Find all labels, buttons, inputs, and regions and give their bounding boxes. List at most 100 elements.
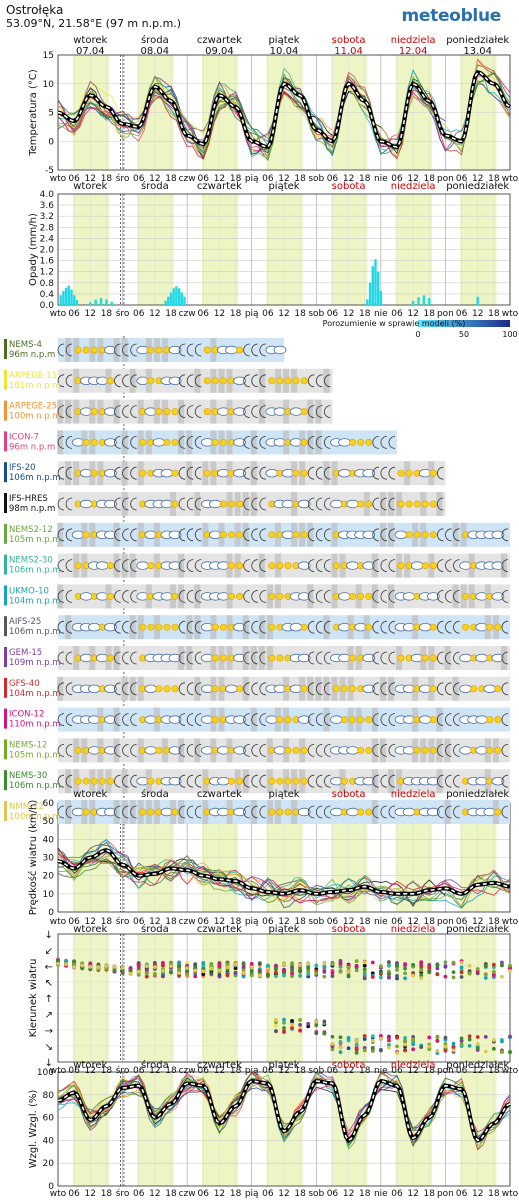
hour-tick-label: 18 xyxy=(230,174,242,184)
moon-icon xyxy=(57,682,65,696)
model-elevation: 105m n.p.m xyxy=(9,750,61,760)
hour-tick-label: 18 xyxy=(488,917,500,927)
cloud-icon xyxy=(346,499,360,509)
direction-point xyxy=(322,1019,327,1024)
sun-icon xyxy=(462,623,470,631)
direction-point xyxy=(193,974,198,979)
moon-icon xyxy=(259,559,266,572)
day-tick-label: pią xyxy=(245,1189,259,1199)
brand-logo[interactable]: meteoblue xyxy=(401,6,501,26)
sun-icon xyxy=(300,469,308,477)
day-date: 09.04 xyxy=(205,46,234,57)
y-tick-label: 50 xyxy=(43,817,55,827)
sun-icon xyxy=(421,654,429,662)
direction-point xyxy=(298,967,303,972)
direction-tick: → xyxy=(45,1026,53,1037)
cloud-shade xyxy=(121,430,128,455)
day-tick-label: wto xyxy=(50,1066,67,1076)
moon-icon xyxy=(259,528,266,542)
y-tick-label: 20 xyxy=(43,1159,55,1169)
moon-icon xyxy=(501,805,509,819)
location-name: Ostrołęka xyxy=(6,3,64,17)
direction-point xyxy=(451,975,456,980)
moon-icon xyxy=(194,405,202,418)
direction-point xyxy=(322,1031,327,1036)
direction-point xyxy=(378,970,383,975)
hour-tick-label: 18 xyxy=(294,309,306,319)
sun-icon xyxy=(211,438,219,446)
sun-icon xyxy=(171,500,179,508)
cloud-shade xyxy=(379,676,386,701)
moon-icon xyxy=(251,682,258,696)
cloud-icon xyxy=(330,807,343,817)
moon-icon xyxy=(501,590,509,603)
sun-icon xyxy=(486,623,494,631)
sun-icon xyxy=(349,654,357,662)
sun-icon xyxy=(171,808,179,816)
sun-icon xyxy=(211,716,219,724)
direction-point xyxy=(104,963,109,968)
y-tick-label: 80 xyxy=(43,1091,55,1101)
cloud-icon xyxy=(233,715,247,724)
hour-tick-label: 18 xyxy=(424,1189,436,1199)
agreement-legend-tick: 100 xyxy=(502,330,517,339)
hour-tick-label: 18 xyxy=(165,1066,177,1076)
moon-icon xyxy=(315,620,323,634)
direction-point xyxy=(274,970,278,975)
direction-point xyxy=(483,1034,488,1039)
direction-point xyxy=(298,974,303,978)
day-tick-label: pon xyxy=(437,1189,454,1199)
cloud-shade xyxy=(113,522,120,547)
sun-icon xyxy=(365,500,373,508)
sun-icon xyxy=(341,716,349,724)
day-name: wtorek xyxy=(73,35,107,46)
model-name: NMM-12 xyxy=(9,802,44,812)
sun-icon xyxy=(397,654,405,662)
cloud-shade xyxy=(323,676,330,701)
moon-icon xyxy=(178,651,186,665)
moon-icon xyxy=(372,774,379,788)
direction-tick: ↖ xyxy=(45,978,53,989)
direction-point xyxy=(152,971,157,976)
sun-icon xyxy=(494,808,502,816)
moon-icon xyxy=(65,620,73,634)
direction-point xyxy=(112,968,117,973)
hour-tick-label: 18 xyxy=(101,917,113,927)
model-name: IFS-HRES xyxy=(9,494,48,504)
sun-icon xyxy=(365,716,373,724)
hour-tick-label: 12 xyxy=(407,309,418,319)
sun-icon xyxy=(236,562,244,570)
sun-icon xyxy=(349,438,357,446)
sun-icon xyxy=(365,808,373,816)
y-axis-label: Temperatura (°C) xyxy=(28,69,39,157)
direction-point xyxy=(370,1038,375,1043)
precip-bar xyxy=(180,292,183,305)
moon-icon xyxy=(388,651,396,665)
moon-icon xyxy=(57,713,65,726)
model-elevation: 104m n.p.m xyxy=(9,689,61,699)
day-name: sobota xyxy=(332,924,366,935)
direction-point xyxy=(177,967,181,972)
page-header: Ostrołęka 53.09°N, 21.58°E (97 m n.p.m.)… xyxy=(0,0,519,30)
cloud-icon xyxy=(79,592,93,601)
direction-point xyxy=(88,964,93,969)
moon-icon xyxy=(388,466,396,480)
cloud-shade xyxy=(250,492,257,516)
moon-icon xyxy=(178,559,186,572)
sun-icon xyxy=(74,746,82,754)
day-tick-label: śro xyxy=(116,916,130,927)
hour-tick-label: 06 xyxy=(262,174,274,184)
direction-point xyxy=(128,969,133,973)
sun-icon xyxy=(413,531,421,539)
moon-icon xyxy=(178,405,186,418)
moon-icon xyxy=(122,651,129,665)
cloud-shade xyxy=(371,769,378,794)
cloud-shade xyxy=(242,522,249,547)
sun-icon xyxy=(413,500,421,508)
sun-icon xyxy=(421,531,429,539)
direction-point xyxy=(193,965,198,970)
day-tick-label: wto xyxy=(50,174,67,184)
direction-point xyxy=(354,968,359,973)
hour-tick-label: 12 xyxy=(278,1189,289,1199)
sun-icon xyxy=(203,408,211,416)
